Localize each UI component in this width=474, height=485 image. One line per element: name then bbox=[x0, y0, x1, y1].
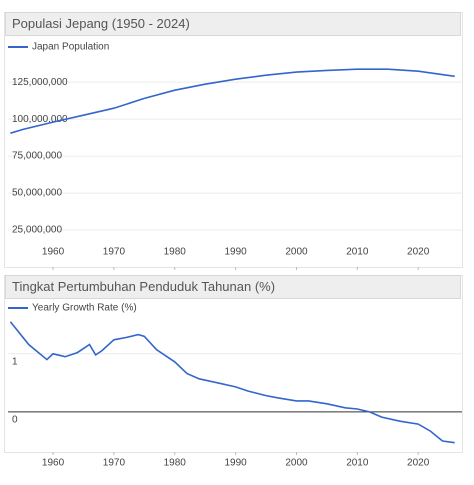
x-tick-label: 2010 bbox=[346, 458, 369, 469]
data-line bbox=[10, 68, 455, 134]
x-tick-label: 1970 bbox=[103, 458, 126, 469]
x-tick-label: 2000 bbox=[285, 247, 308, 258]
x-tick-label: 1990 bbox=[224, 458, 247, 469]
y-tick-label: 25,000,000 bbox=[12, 225, 62, 236]
x-tick-label: 1980 bbox=[164, 458, 187, 469]
legend-label: Japan Population bbox=[32, 42, 109, 53]
x-tick-label: 2020 bbox=[407, 458, 430, 469]
chart-title: Populasi Jepang (1950 - 2024) bbox=[12, 16, 190, 31]
title-bar bbox=[5, 12, 461, 36]
x-tick-label: 2000 bbox=[285, 458, 308, 469]
legend-label: Yearly Growth Rate (%) bbox=[32, 303, 137, 314]
x-tick-label: 1970 bbox=[103, 247, 126, 258]
x-tick-label: 1980 bbox=[164, 247, 187, 258]
y-tick-label: 0 bbox=[12, 415, 18, 426]
y-tick-label: 1 bbox=[12, 356, 18, 367]
x-tick-label: 1990 bbox=[224, 247, 247, 258]
x-tick-label: 2010 bbox=[346, 247, 369, 258]
title-bar bbox=[5, 275, 461, 299]
chart-title: Tingkat Pertumbuhan Penduduk Tahunan (%) bbox=[12, 279, 275, 294]
x-tick-label: 1960 bbox=[42, 247, 65, 258]
y-tick-label: 50,000,000 bbox=[12, 188, 62, 199]
y-tick-label: 75,000,000 bbox=[12, 151, 62, 162]
x-tick-label: 1960 bbox=[42, 458, 65, 469]
x-tick-label: 2020 bbox=[407, 247, 430, 258]
y-tick-label: 100,000,000 bbox=[12, 114, 68, 125]
y-tick-label: 125,000,000 bbox=[12, 77, 68, 88]
data-line bbox=[9, 321, 455, 444]
